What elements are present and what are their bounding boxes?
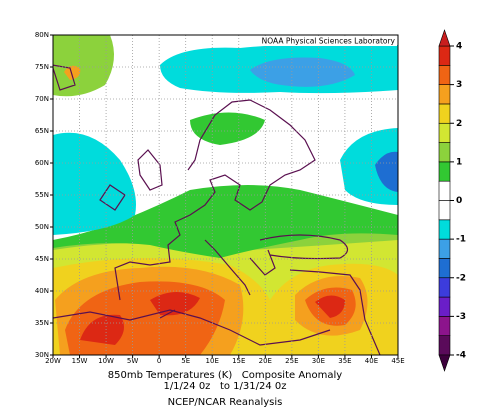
colorbar-band — [438, 238, 451, 259]
x-tick-label: 10E — [206, 357, 219, 365]
colorbar-band — [438, 316, 451, 336]
colorbar-band — [438, 296, 451, 317]
y-tick-label: 75N — [35, 63, 49, 71]
colorbar-band — [438, 335, 451, 356]
anomaly-field — [53, 35, 398, 355]
subtitle: 1/1/24 0z to 1/31/24 0z — [163, 381, 286, 392]
colorbar-label: 3 — [456, 80, 462, 90]
y-tick-label: 55N — [35, 191, 49, 199]
x-tick-label: 25E — [285, 357, 298, 365]
plot-frame — [52, 34, 399, 356]
colorbar-band — [438, 45, 451, 66]
colorbar-label: -1 — [456, 235, 466, 245]
credit-text: NOAA Physical Sciences Laboratory — [262, 37, 396, 46]
x-tick-label: 15W — [72, 357, 88, 365]
grid: 20W 15W 10W 5W 0 5E 10E 15E 20E 25E 30E 35E 40E 45E 30… — [35, 31, 405, 365]
colorbar-band — [438, 258, 451, 279]
colorbar-band — [438, 219, 451, 240]
colorbar-high-arrow — [438, 29, 451, 47]
y-tick-label: 80N — [35, 31, 49, 39]
title: 850mb Temperatures (K) Composite Anomaly — [108, 370, 342, 381]
x-tick-label: 15E — [232, 357, 245, 365]
y-tick-label: 35N — [35, 319, 49, 327]
colorbar-label: 0 — [456, 196, 462, 206]
y-tick-label: 30N — [35, 351, 49, 359]
credit-box — [243, 36, 397, 46]
x-tick-label: 20E — [259, 357, 272, 365]
field-blue-north — [250, 57, 355, 87]
x-tick-label: 20W — [45, 357, 61, 365]
colorbar-band — [438, 65, 451, 85]
colorbar-label: -3 — [456, 312, 466, 322]
x-tick-label: 5W — [127, 357, 138, 365]
colorbar-label: 2 — [456, 119, 462, 129]
y-tick-label: 50N — [35, 223, 49, 231]
field-orange-corner — [64, 65, 81, 80]
field-orange-red — [65, 281, 356, 355]
colorbar-band — [438, 161, 451, 182]
colorbar-band — [438, 142, 451, 163]
colorbar-low-arrow — [438, 354, 451, 372]
y-tick-label: 60N — [35, 159, 49, 167]
coastline — [53, 64, 381, 355]
field-cyan-east — [340, 128, 398, 205]
field-green-north — [190, 112, 265, 145]
x-tick-label: 45E — [391, 357, 404, 365]
colorbar-band — [438, 103, 451, 124]
colorbar-band — [438, 277, 451, 298]
source: NCEP/NCAR Reanalysis — [168, 397, 283, 408]
x-tick-label: 5E — [181, 357, 190, 365]
colorbar-band — [438, 200, 451, 221]
field-blue-east — [375, 151, 398, 192]
field-red — [80, 291, 345, 345]
field-lime-corner — [53, 35, 114, 97]
colorbar-label: -4 — [456, 351, 466, 361]
colorbar-label: -2 — [456, 273, 466, 283]
x-tick-label: 0 — [157, 357, 161, 365]
y-tick-label: 70N — [35, 95, 49, 103]
colorbar: -4 -3 -2 -1 0 1 2 3 4 — [438, 29, 466, 372]
colorbar-band — [438, 180, 451, 201]
y-tick-label: 40N — [35, 287, 49, 295]
colorbar-band — [438, 122, 451, 143]
colorbar-label: 4 — [456, 42, 462, 52]
colorbar-band — [438, 84, 451, 105]
x-tick-label: 10W — [98, 357, 114, 365]
x-tick-label: 35E — [338, 357, 351, 365]
y-tick-label: 45N — [35, 255, 49, 263]
x-tick-label: 40E — [365, 357, 378, 365]
colorbar-label: 1 — [456, 157, 462, 167]
y-tick-label: 65N — [35, 127, 49, 135]
x-tick-label: 30E — [312, 357, 325, 365]
